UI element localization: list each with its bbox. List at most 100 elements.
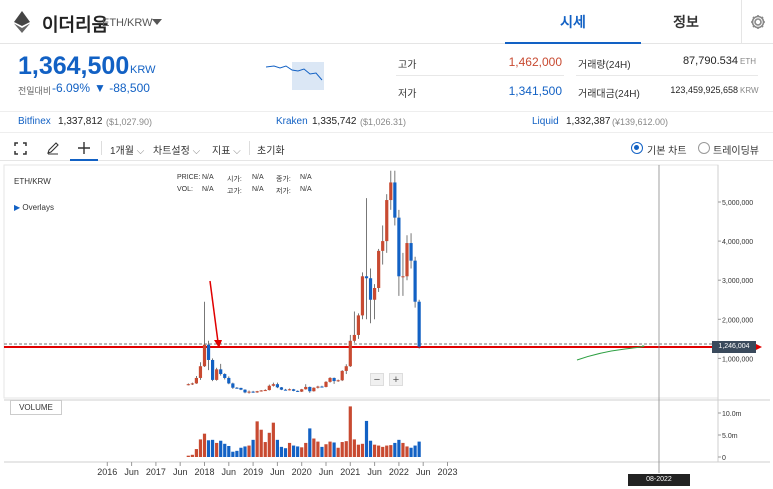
volume-bar[interactable]	[316, 441, 320, 457]
volume-bar[interactable]	[332, 442, 336, 457]
candle[interactable]	[223, 374, 227, 378]
volume-bar[interactable]	[328, 441, 332, 457]
candle[interactable]	[328, 377, 332, 382]
candle[interactable]	[364, 276, 369, 279]
candle[interactable]	[312, 387, 316, 392]
exchange-name[interactable]: Bitfinex	[18, 116, 51, 127]
volume-bar[interactable]	[263, 442, 267, 457]
volume-bar[interactable]	[243, 446, 247, 457]
exchange-name[interactable]: Kraken	[276, 116, 308, 127]
volume-bar[interactable]	[344, 441, 348, 457]
crosshair-tool[interactable]	[70, 137, 98, 161]
candle[interactable]	[247, 391, 251, 393]
candle[interactable]	[324, 381, 328, 387]
volume-bar[interactable]	[364, 420, 369, 457]
volume-label[interactable]: VOLUME	[10, 400, 62, 415]
volume-bar[interactable]	[190, 454, 194, 457]
candle[interactable]	[401, 276, 405, 278]
tab-quote[interactable]: 시세	[505, 0, 641, 44]
volume-bar[interactable]	[296, 446, 300, 457]
candle[interactable]	[231, 383, 235, 388]
volume-bar[interactable]	[368, 440, 373, 457]
volume-bar[interactable]	[239, 447, 243, 457]
candle[interactable]	[385, 200, 389, 242]
candle[interactable]	[259, 390, 263, 392]
tradingview-radio[interactable]	[698, 142, 710, 154]
volume-bar[interactable]	[336, 447, 340, 457]
volume-bar[interactable]	[401, 442, 405, 457]
volume-bar[interactable]	[308, 428, 312, 457]
candle[interactable]	[194, 377, 198, 384]
candle[interactable]	[389, 182, 393, 201]
candle[interactable]	[320, 386, 324, 388]
tab-info[interactable]: 정보	[673, 14, 699, 30]
candle[interactable]	[393, 182, 397, 218]
volume-bar[interactable]	[393, 442, 397, 457]
candle[interactable]	[348, 340, 352, 367]
candle[interactable]	[377, 250, 381, 289]
volume-bar[interactable]	[259, 429, 263, 457]
volume-bar[interactable]	[405, 446, 409, 457]
candle[interactable]	[251, 391, 255, 393]
volume-bar[interactable]	[211, 439, 215, 457]
chevron-down-icon[interactable]	[152, 19, 162, 25]
candle[interactable]	[263, 390, 267, 392]
volume-bar[interactable]	[283, 448, 288, 457]
candle[interactable]	[300, 389, 304, 392]
candle[interactable]	[198, 366, 203, 378]
volume-bar[interactable]	[389, 445, 393, 457]
candle[interactable]	[360, 276, 365, 316]
candle[interactable]	[352, 334, 356, 341]
price-chart[interactable]: 2016 Jun 2017 Jun 2018 Jun 2019 Jun 2020 Jun 2021 J…	[0, 162, 773, 489]
volume-bar[interactable]	[373, 444, 377, 457]
candle[interactable]	[283, 389, 288, 391]
candle[interactable]	[397, 217, 401, 277]
indicators-menu[interactable]: 지표 ⌵	[212, 142, 241, 157]
candle[interactable]	[340, 370, 344, 381]
volume-bar[interactable]	[413, 445, 417, 457]
candle[interactable]	[316, 386, 320, 388]
candle[interactable]	[296, 390, 300, 392]
zoom-out-button[interactable]: −	[370, 373, 384, 386]
volume-bar[interactable]	[287, 442, 292, 457]
candle[interactable]	[267, 385, 271, 391]
volume-bar[interactable]	[186, 455, 190, 457]
volume-bar[interactable]	[223, 443, 227, 457]
exchange-name[interactable]: Liquid	[532, 116, 559, 127]
volume-bar[interactable]	[324, 444, 328, 457]
volume-bar[interactable]	[271, 422, 275, 457]
volume-bar[interactable]	[255, 421, 259, 457]
volume-bar[interactable]	[385, 445, 389, 457]
gear-icon[interactable]	[741, 0, 773, 44]
volume-bar[interactable]	[227, 446, 231, 457]
volume-bar[interactable]	[409, 447, 413, 457]
basic-chart-radio[interactable]	[631, 142, 643, 154]
candle[interactable]	[255, 391, 259, 393]
volume-bar[interactable]	[304, 442, 308, 457]
candle[interactable]	[275, 384, 279, 388]
volume-bar[interactable]	[275, 439, 279, 457]
candle[interactable]	[409, 243, 413, 261]
candle[interactable]	[356, 315, 360, 335]
volume-bar[interactable]	[312, 438, 316, 457]
candle[interactable]	[373, 288, 377, 300]
volume-bar[interactable]	[417, 441, 421, 457]
candle[interactable]	[381, 241, 385, 251]
volume-bar[interactable]	[231, 451, 235, 457]
volume-bar[interactable]	[320, 446, 324, 457]
candle[interactable]	[308, 386, 312, 392]
candle[interactable]	[405, 243, 409, 277]
zoom-in-button[interactable]: +	[389, 373, 403, 386]
candle[interactable]	[215, 369, 219, 380]
candle[interactable]	[186, 384, 190, 386]
candle[interactable]	[413, 260, 417, 302]
volume-bar[interactable]	[219, 440, 223, 457]
candle[interactable]	[211, 359, 215, 380]
interval-select[interactable]: 1개월 ⌵	[110, 142, 144, 157]
candle[interactable]	[344, 366, 348, 371]
candle[interactable]	[202, 344, 207, 367]
volume-bar[interactable]	[267, 432, 271, 457]
candle[interactable]	[239, 387, 243, 390]
candle[interactable]	[417, 301, 421, 347]
volume-bar[interactable]	[202, 433, 207, 457]
